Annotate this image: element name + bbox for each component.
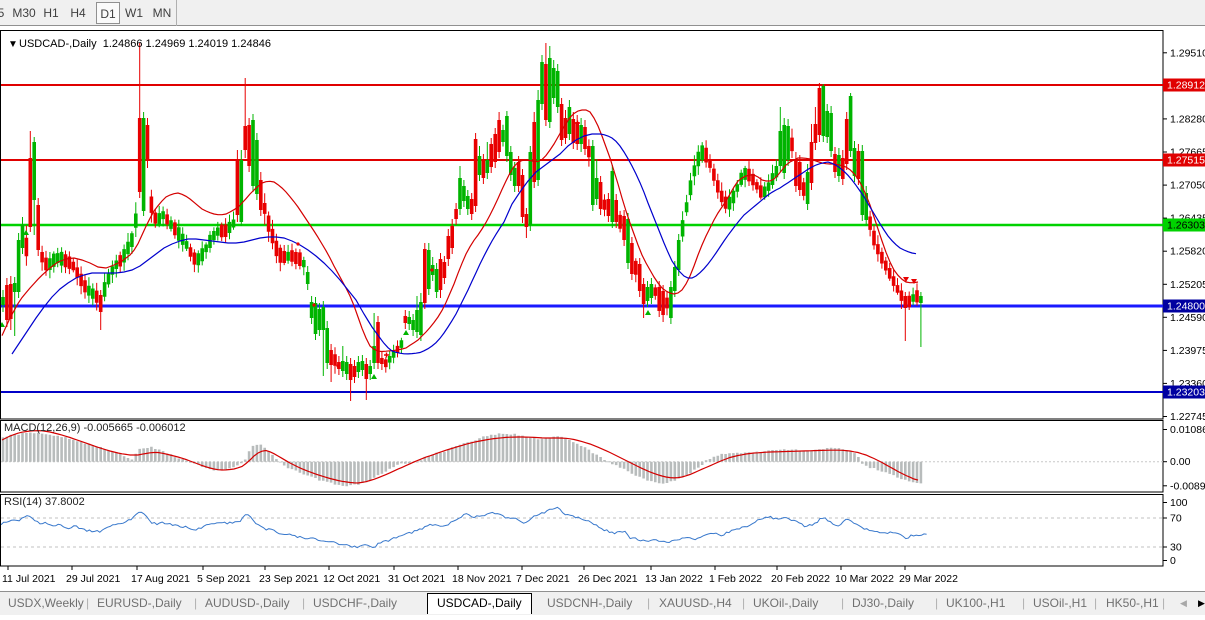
svg-text:13 Jan 2022: 13 Jan 2022 — [645, 573, 703, 585]
svg-text:29 Mar 2022: 29 Mar 2022 — [899, 573, 958, 585]
svg-text:30: 30 — [1170, 542, 1182, 554]
svg-text:1.27050: 1.27050 — [1170, 180, 1205, 192]
svg-text:0: 0 — [1170, 555, 1176, 567]
svg-text:1.28280: 1.28280 — [1170, 113, 1205, 125]
svg-text:1.25205: 1.25205 — [1170, 279, 1205, 291]
svg-text:1.23203: 1.23203 — [1167, 387, 1205, 399]
svg-text:1 Feb 2022: 1 Feb 2022 — [709, 573, 762, 585]
svg-text:70: 70 — [1170, 513, 1182, 525]
svg-text:11 Jul 2021: 11 Jul 2021 — [2, 573, 56, 585]
svg-text:1.24800: 1.24800 — [1167, 301, 1205, 313]
svg-text:1.23975: 1.23975 — [1170, 345, 1205, 357]
svg-text:1.28912: 1.28912 — [1167, 80, 1205, 92]
svg-text:100: 100 — [1170, 497, 1188, 509]
svg-text:-0.008974: -0.008974 — [1170, 480, 1205, 492]
svg-text:0.00: 0.00 — [1170, 456, 1191, 468]
svg-text:10 Mar 2022: 10 Mar 2022 — [835, 573, 894, 585]
svg-text:1.24590: 1.24590 — [1170, 312, 1205, 324]
svg-text:▼: ▼ — [8, 39, 18, 50]
svg-text:USDCAD-,Daily 1.24866 1.24969: USDCAD-,Daily 1.24866 1.24969 1.24019 1.… — [19, 38, 271, 50]
svg-text:12 Oct 2021: 12 Oct 2021 — [323, 573, 380, 585]
svg-text:18 Nov 2021: 18 Nov 2021 — [452, 573, 512, 585]
svg-text:RSI(14) 37.8002: RSI(14) 37.8002 — [4, 496, 85, 508]
svg-text:7 Dec 2021: 7 Dec 2021 — [516, 573, 570, 585]
svg-text:31 Oct 2021: 31 Oct 2021 — [388, 573, 445, 585]
svg-text:1.22745: 1.22745 — [1170, 411, 1205, 423]
svg-text:1.27515: 1.27515 — [1167, 155, 1205, 167]
svg-text:1.29510: 1.29510 — [1170, 47, 1205, 59]
svg-text:1.26303: 1.26303 — [1167, 220, 1205, 232]
svg-text:5 Sep 2021: 5 Sep 2021 — [197, 573, 251, 585]
svg-text:1.25820: 1.25820 — [1170, 246, 1205, 258]
svg-text:MACD(12,26,9) -0.005665 -0.006: MACD(12,26,9) -0.005665 -0.006012 — [4, 422, 186, 434]
svg-text:26 Dec 2021: 26 Dec 2021 — [578, 573, 638, 585]
svg-text:0.010869: 0.010869 — [1170, 424, 1205, 436]
svg-text:17 Aug 2021: 17 Aug 2021 — [131, 573, 190, 585]
svg-text:29 Jul 2021: 29 Jul 2021 — [66, 573, 120, 585]
svg-text:20 Feb 2022: 20 Feb 2022 — [771, 573, 830, 585]
svg-text:23 Sep 2021: 23 Sep 2021 — [259, 573, 319, 585]
